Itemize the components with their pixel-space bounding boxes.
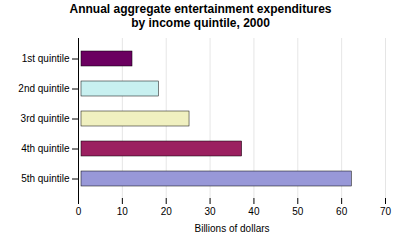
svg-text:5th quintile: 5th quintile [21, 173, 70, 184]
svg-text:4th quintile: 4th quintile [21, 143, 70, 154]
svg-text:Billions of dollars: Billions of dollars [194, 223, 269, 234]
svg-text:50: 50 [292, 206, 304, 217]
svg-text:20: 20 [161, 206, 173, 217]
svg-text:30: 30 [205, 206, 217, 217]
svg-text:2nd quintile: 2nd quintile [18, 83, 70, 94]
svg-text:10: 10 [117, 206, 129, 217]
html-text:Annual aggregate entertainment: Annual aggregate entertainment expenditu… [69, 2, 332, 30]
svg-text:60: 60 [336, 206, 348, 217]
svg-text:0: 0 [76, 206, 82, 217]
svg-text:3rd quintile: 3rd quintile [21, 113, 70, 124]
svg-text:1st quintile: 1st quintile [22, 53, 70, 64]
svg-text:40: 40 [248, 206, 260, 217]
svg-text:70: 70 [380, 206, 392, 217]
